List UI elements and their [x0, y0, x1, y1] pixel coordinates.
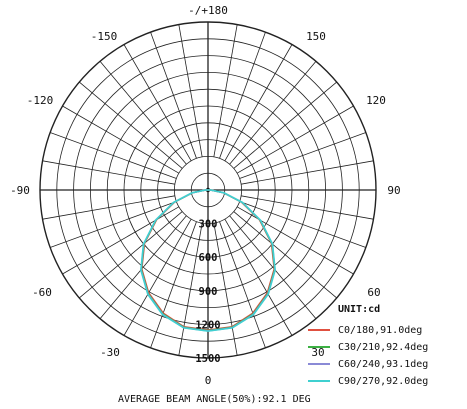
grid-spoke — [241, 195, 374, 220]
legend-entry: C30/210,92.4deg — [338, 342, 428, 353]
legend-entry: C0/180,91.0deg — [338, 325, 422, 336]
grid-spoke — [233, 211, 337, 299]
grid-spoke — [219, 221, 266, 349]
polar-grid — [39, 21, 377, 359]
grid-spoke — [213, 223, 238, 356]
grid-spoke — [239, 201, 367, 248]
angle-label: -/+180 — [188, 4, 228, 17]
angle-label: 60 — [367, 286, 380, 299]
grid-spoke — [229, 61, 317, 165]
angle-labels: -/+180 150 -150 120 -120 90 -90 60 -60 30 -30 0 — [10, 4, 401, 387]
grid-spoke — [99, 215, 187, 319]
grid-spoke — [79, 81, 183, 169]
grid-spoke — [62, 206, 180, 275]
grid-spoke — [42, 195, 175, 220]
legend-items: C0/180,91.0deg C30/210,92.4deg C60/240,93.… — [308, 325, 428, 387]
grid-spoke — [79, 211, 183, 299]
grid-spoke — [219, 31, 266, 159]
grid-spoke — [224, 44, 293, 162]
grid-spoke — [49, 132, 177, 179]
angle-label: -60 — [32, 286, 52, 299]
angle-label: -30 — [100, 346, 120, 359]
ring-value-label: 1200 — [195, 319, 220, 331]
legend-entry: C60/240,93.1deg — [338, 359, 428, 370]
ring-value-label: 600 — [199, 252, 218, 264]
grid-spoke — [233, 81, 337, 169]
grid-spoke — [123, 218, 192, 336]
grid-spoke — [178, 24, 203, 157]
grid-spoke — [224, 218, 293, 336]
legend-entry: C90/270,92.0deg — [338, 376, 428, 387]
angle-label: 0 — [205, 374, 212, 387]
angle-label: -90 — [10, 184, 30, 197]
grid-spoke — [62, 105, 180, 174]
footer-caption: AVERAGE BEAM ANGLE(50%):92.1 DEG — [118, 394, 311, 405]
angle-label: -120 — [27, 94, 54, 107]
grid-spoke — [241, 160, 374, 185]
grid-spoke — [150, 221, 197, 349]
angle-label: 30 — [311, 346, 324, 359]
angle-label: 90 — [387, 184, 400, 197]
grid-spoke — [178, 223, 203, 356]
grid-spoke — [150, 31, 197, 159]
unit-label: UNIT:cd — [338, 304, 380, 315]
grid-spoke — [229, 215, 317, 319]
grid-spoke — [236, 105, 354, 174]
grid-spoke — [239, 132, 367, 179]
grid-spoke — [123, 44, 192, 162]
grid-spoke — [99, 61, 187, 165]
grid-spoke — [49, 201, 177, 248]
angle-label: 120 — [366, 94, 386, 107]
ring-value-label: 300 — [199, 219, 218, 231]
ring-labels: 300 600 900 1200 1500 — [195, 219, 220, 365]
legend: UNIT:cd C0/180,91.0deg C30/210,92.4deg C60… — [308, 304, 428, 387]
grid-spoke — [213, 24, 238, 157]
series-layer — [140, 189, 276, 332]
grid-spoke — [42, 160, 175, 185]
angle-label: -150 — [91, 30, 118, 43]
grid-spoke — [236, 206, 354, 275]
series-curve — [140, 189, 276, 332]
angle-label: 150 — [306, 30, 326, 43]
ring-value-label: 900 — [199, 286, 218, 298]
ring-value-label: 1500 — [195, 353, 220, 365]
